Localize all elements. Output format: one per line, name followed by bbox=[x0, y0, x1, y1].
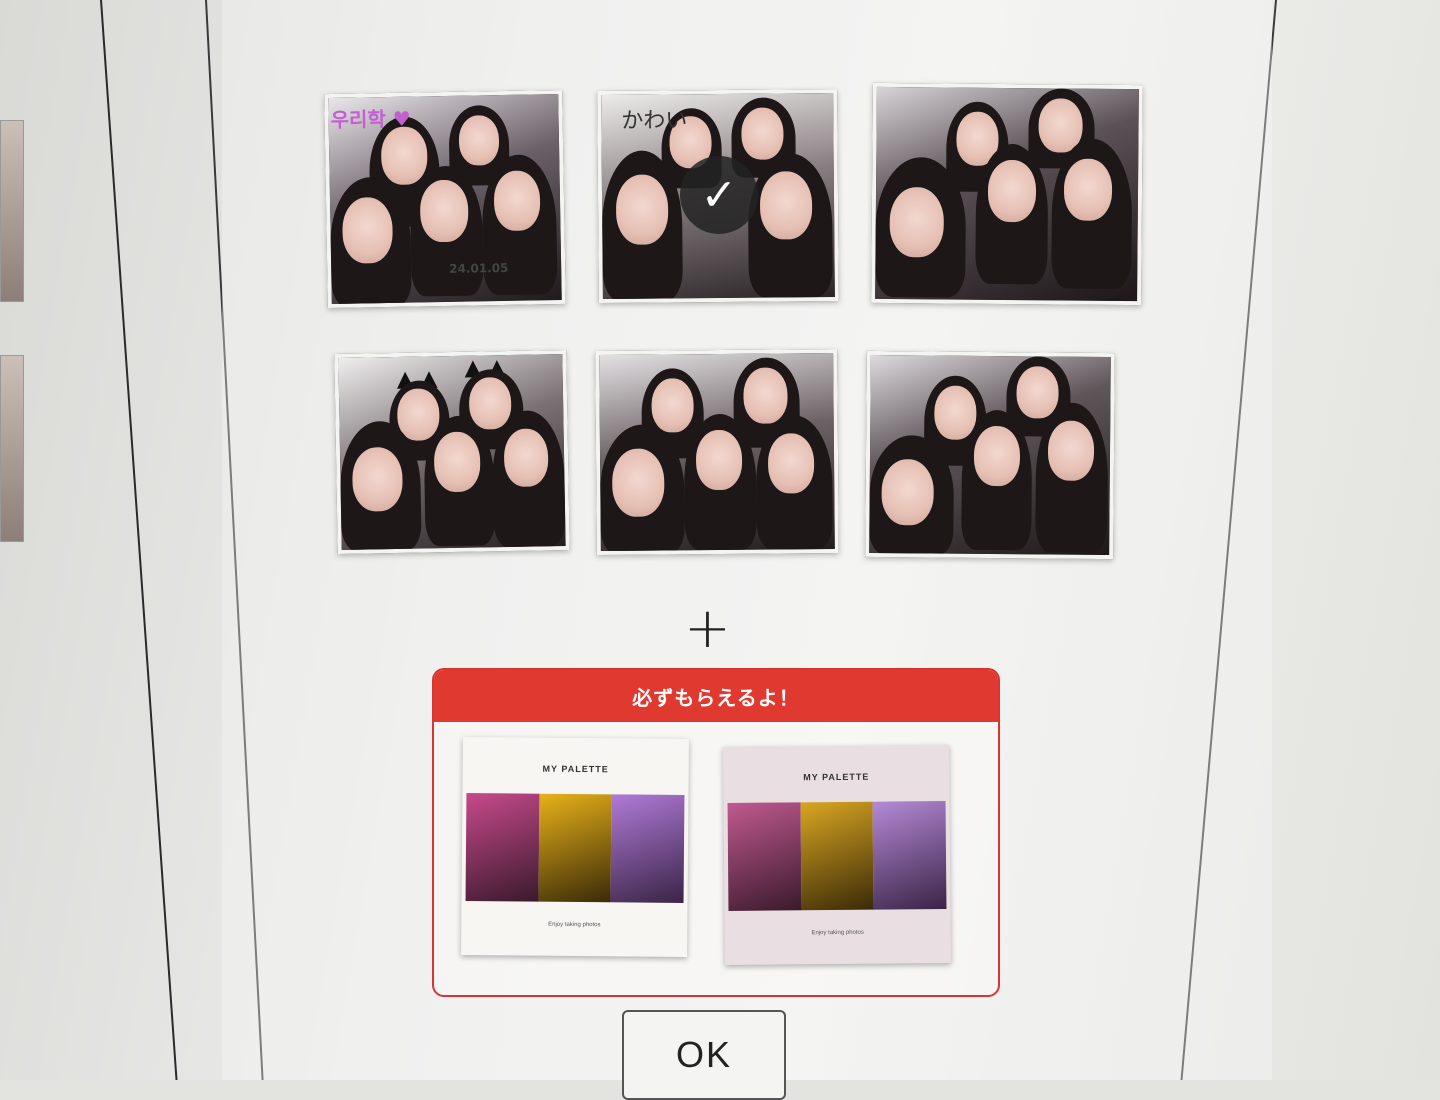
album-title: MY PALETTE bbox=[542, 763, 609, 775]
person-face bbox=[651, 378, 694, 433]
bonus-header: 必ずもらえるよ！ bbox=[434, 670, 998, 722]
person-face bbox=[468, 376, 512, 430]
album-photo-pink bbox=[727, 802, 802, 911]
photo-thumbnail[interactable] bbox=[871, 82, 1143, 306]
person-face bbox=[615, 174, 669, 245]
person-face bbox=[433, 431, 481, 493]
photo-thumbnail-selected[interactable]: かわい ✓ bbox=[597, 88, 839, 304]
person-face bbox=[987, 159, 1037, 223]
photo-thumbnail[interactable] bbox=[595, 348, 839, 556]
photo-doodle: かわい bbox=[621, 108, 688, 134]
offscreen-thumbnail bbox=[0, 355, 24, 542]
plus-icon: + bbox=[684, 596, 731, 661]
album-photo-pink bbox=[465, 793, 540, 902]
person-face bbox=[741, 107, 784, 160]
person-face bbox=[380, 126, 428, 186]
person-face bbox=[351, 446, 404, 512]
album-photo-yellow bbox=[800, 801, 874, 911]
person-face bbox=[1016, 366, 1059, 419]
person-face bbox=[341, 196, 394, 264]
person-face bbox=[767, 433, 815, 494]
person-face bbox=[458, 115, 500, 166]
album-preview: MY PALETTE Enjoy taking photos bbox=[461, 737, 689, 957]
offscreen-thumbnail bbox=[0, 120, 24, 302]
album-photo-purple bbox=[610, 794, 685, 903]
bonus-gift-panel: 必ずもらえるよ！ MY PALETTE Enjoy taking photos … bbox=[432, 668, 1000, 997]
person-face bbox=[419, 179, 469, 243]
album-footer: Enjoy taking photos bbox=[811, 929, 864, 937]
selected-check-icon: ✓ bbox=[679, 155, 759, 235]
frame-divider bbox=[100, 0, 178, 1080]
photo-thumbnail[interactable] bbox=[865, 350, 1115, 560]
album-photo-yellow bbox=[538, 793, 612, 903]
ok-button[interactable]: OK bbox=[622, 1010, 786, 1100]
person-face bbox=[695, 429, 743, 491]
person-face bbox=[881, 459, 934, 526]
photo-date: 24.01.05 bbox=[449, 260, 509, 276]
person-face bbox=[889, 186, 945, 258]
album-preview: MY PALETTE Enjoy taking photos bbox=[723, 745, 951, 965]
photo-doodle: 우리학 ♥ bbox=[330, 106, 411, 132]
album-photo-purple bbox=[872, 801, 947, 910]
person-face bbox=[1047, 420, 1095, 481]
person-face bbox=[493, 170, 541, 232]
person-face bbox=[973, 425, 1021, 487]
album-footer: Enjoy taking photos bbox=[548, 921, 601, 929]
album-photo-strip bbox=[465, 793, 685, 903]
person-face bbox=[743, 367, 788, 424]
person-face bbox=[1063, 158, 1113, 221]
person-face bbox=[611, 448, 665, 517]
photo-thumbnail[interactable]: 우리학 ♥ 24.01.05 bbox=[324, 89, 566, 309]
person-face bbox=[503, 428, 549, 488]
person-face bbox=[934, 385, 977, 440]
person-face bbox=[759, 171, 813, 240]
photo-thumbnail[interactable]: ▲ ▲ ▲ ▲ bbox=[334, 349, 570, 555]
album-title: MY PALETTE bbox=[803, 771, 870, 783]
album-photo-strip bbox=[727, 801, 947, 911]
